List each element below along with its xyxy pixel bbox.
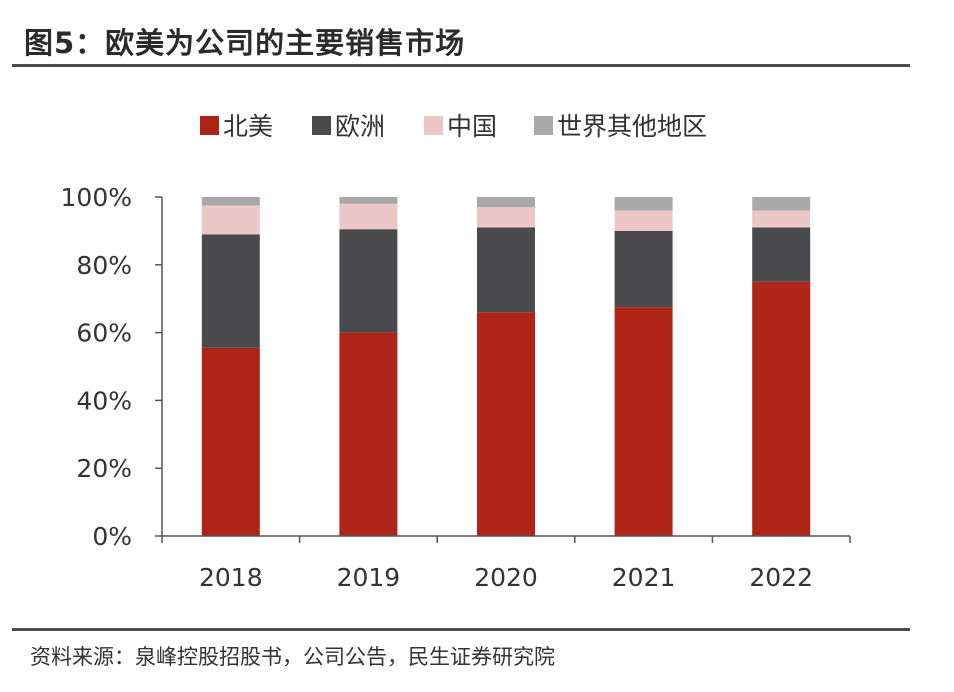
x-axis: 2018 2019 2020 2021 2022 <box>161 535 851 592</box>
legend-label-2: 中国 <box>447 112 497 141</box>
bar-2019-series-2 <box>339 203 398 230</box>
bar-2021-series-2 <box>614 210 673 231</box>
legend-swatch-3 <box>534 116 553 135</box>
y-axis: 0% 20% 40% 60% 80% 100% <box>61 183 163 551</box>
legend-swatch-0 <box>200 116 219 135</box>
bar-2018-series-2 <box>201 205 260 235</box>
bar-2020-series-3 <box>477 197 535 208</box>
source-divider <box>12 628 910 631</box>
source-note: 资料来源：泉峰控股招股书，公司公告，民生证券研究院 <box>30 645 555 669</box>
chart-title: 图5：欧美为公司的主要销售市场 <box>24 26 466 60</box>
bar-2022-series-0 <box>752 281 811 536</box>
y-tick-label: 100% <box>61 183 132 212</box>
bar-2018-series-0 <box>201 347 260 536</box>
y-tick-label: 40% <box>76 386 132 415</box>
bar-2022-series-3 <box>752 197 811 211</box>
bar-2018-series-1 <box>201 234 260 348</box>
bar-2021-series-1 <box>614 230 673 308</box>
legend-label-0: 北美 <box>223 112 273 141</box>
bar-2022-series-2 <box>752 210 811 228</box>
y-tick-label: 0% <box>92 522 132 551</box>
bars-group <box>201 197 811 536</box>
title-divider <box>12 64 910 67</box>
bar-2021-series-3 <box>614 197 673 211</box>
bar-2018-series-3 <box>201 197 260 206</box>
x-tick-label-2019: 2019 <box>337 563 401 592</box>
bar-2019-series-3 <box>339 197 398 204</box>
x-tick-label-2022: 2022 <box>749 563 813 592</box>
bar-2019-series-1 <box>339 229 398 333</box>
bar-2022-series-1 <box>752 227 811 282</box>
y-tick-label: 60% <box>76 319 132 348</box>
legend-swatch-2 <box>424 116 443 135</box>
x-tick-label-2018: 2018 <box>199 563 263 592</box>
bar-2021-series-0 <box>614 307 673 536</box>
legend-label-3: 世界其他地区 <box>557 112 707 141</box>
bar-2020-series-0 <box>477 312 535 536</box>
bar-2020-series-1 <box>477 227 535 313</box>
legend-swatch-1 <box>312 116 331 135</box>
x-tick-label-2021: 2021 <box>612 563 676 592</box>
x-tick-label-2020: 2020 <box>474 563 538 592</box>
bar-2019-series-0 <box>339 332 398 536</box>
bar-2020-series-2 <box>477 207 535 228</box>
y-tick-label: 80% <box>76 251 132 280</box>
legend-label-1: 欧洲 <box>335 112 385 141</box>
legend: 北美 欧洲 中国 世界其他地区 <box>200 112 707 141</box>
y-tick-label: 20% <box>76 454 132 483</box>
